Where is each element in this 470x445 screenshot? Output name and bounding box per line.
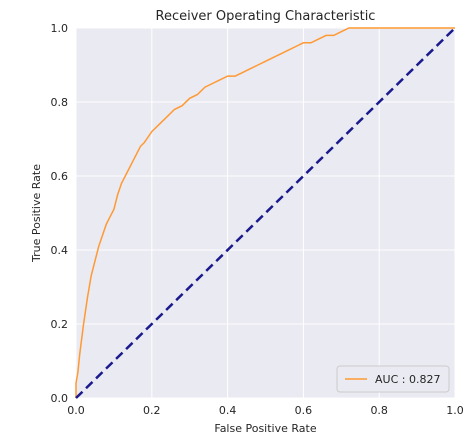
y-tick-label: 0.8 [51,96,69,109]
y-tick-label: 0.4 [51,244,69,257]
legend-box [336,365,450,393]
tick-labels: 0.0 0.2 0.4 0.6 0.8 1.0 0.0 0.2 0.4 0.6 0.8 1.0 [51,22,464,417]
legend-label-roc: AUC : 0.827 [375,373,440,386]
y-tick-label: 0.0 [51,392,69,405]
x-tick-label: 0.4 [219,404,237,417]
y-tick-label: 0.6 [51,170,69,183]
roc-curve-line [75,27,455,398]
x-axis-label: False Positive Rate [214,422,316,435]
y-tick-label: 1.0 [51,22,69,35]
y-tick-label: 0.2 [51,318,69,331]
x-tick-label: 0.6 [295,404,313,417]
legend: AUC : 0.827 [336,365,450,393]
y-axis-label: True Positive Rate [30,164,43,263]
series-group [75,27,456,399]
chart-title: Receiver Operating Characteristic [156,9,376,24]
x-tick-label: 0.8 [370,404,388,417]
diagonal-reference-line [75,27,456,399]
x-tick-label: 0.2 [143,404,161,417]
grid-lines [75,27,456,399]
x-tick-label: 1.0 [446,404,464,417]
x-tick-label: 0.0 [67,404,85,417]
